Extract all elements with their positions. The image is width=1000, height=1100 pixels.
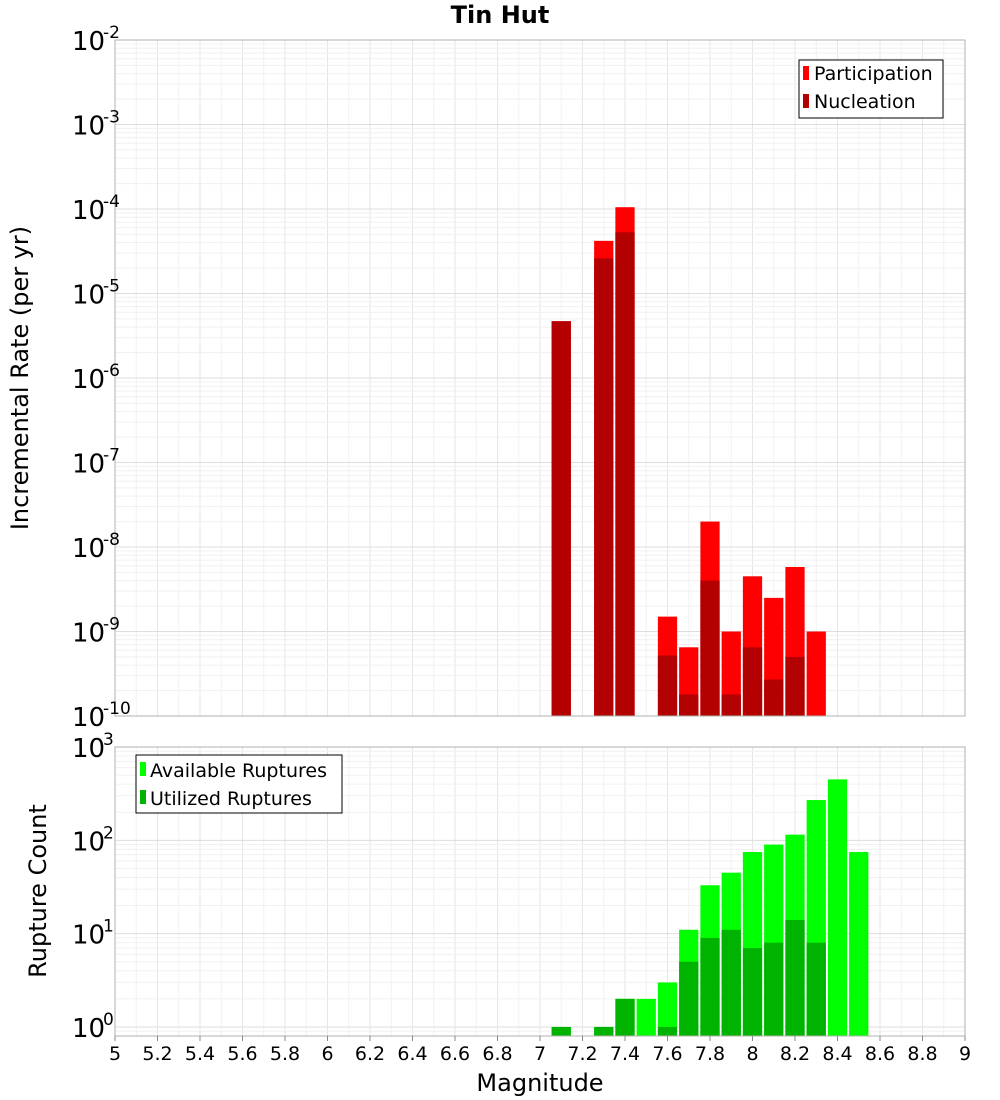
legend-swatch-nucleation — [803, 94, 809, 108]
x-ticks: 5 5.2 5.4 5.6 5.8 6 6.2 6.4 6.6 6.8 7 7.2 7.4 7.6 7.8 8… — [109, 1036, 971, 1065]
top-bar-nucleation — [594, 258, 614, 716]
x-tick-label: 8.8 — [907, 1043, 937, 1065]
bottom-bar-utilized-ruptures — [657, 1026, 678, 1036]
x-tick-label: 5.2 — [142, 1043, 172, 1065]
bottom-bar-available-ruptures — [657, 982, 678, 1036]
legend-swatch-utilized — [140, 790, 146, 804]
top-y-ticks: 10-210-310-410-510-610-710-810-910-10 — [72, 23, 131, 733]
x-tick-label: 7.8 — [695, 1043, 725, 1065]
top-bar-nucleation — [551, 321, 571, 716]
bottom-bar-utilized-ruptures — [679, 961, 699, 1036]
x-tick-label: 7.2 — [567, 1043, 597, 1065]
bottom-bar-utilized-ruptures — [721, 929, 741, 1036]
bottom-legend: Available Ruptures Utilized Ruptures — [135, 754, 343, 814]
x-tick-label: 6.4 — [397, 1043, 427, 1065]
legend-swatch-participation — [803, 66, 809, 80]
bottom-y-tick-exponent: 3 — [103, 730, 114, 750]
bottom-y-tick-label: 10 — [72, 921, 105, 951]
top-bar-nucleation — [657, 655, 678, 716]
bottom-bar-available-ruptures — [636, 998, 656, 1036]
top-panel: 10-210-310-410-510-610-710-810-910-10 In… — [6, 23, 966, 733]
top-bars — [551, 207, 826, 716]
top-y-tick-exponent: -7 — [103, 446, 120, 466]
top-y-tick-exponent: -10 — [103, 699, 131, 719]
top-plot-frame — [114, 39, 966, 717]
top-y-tick-exponent: -8 — [103, 530, 120, 550]
bottom-bars — [551, 779, 869, 1036]
top-y-tick-exponent: -5 — [103, 277, 120, 297]
top-y-tick-exponent: -2 — [103, 23, 120, 43]
x-tick-label: 6 — [321, 1043, 333, 1065]
top-y-tick-label: 10 — [72, 27, 105, 57]
bottom-bar-available-ruptures — [849, 851, 869, 1036]
top-bar-nucleation — [721, 694, 741, 716]
x-tick-label: 8 — [746, 1043, 758, 1065]
top-y-tick-label: 10 — [72, 281, 105, 311]
top-bar-nucleation — [615, 232, 635, 716]
bottom-y-tick-exponent: 2 — [103, 823, 114, 843]
x-tick-label: 5.6 — [227, 1043, 257, 1065]
bottom-bar-utilized-ruptures — [700, 937, 720, 1036]
top-grid — [114, 39, 966, 717]
top-bar-nucleation — [764, 679, 784, 716]
x-tick-label: 7.6 — [652, 1043, 682, 1065]
x-tick-label: 8.4 — [822, 1043, 852, 1065]
bottom-bar-utilized-ruptures — [615, 998, 635, 1036]
x-tick-label: 5.8 — [270, 1043, 300, 1065]
legend-label-available: Available Ruptures — [150, 760, 327, 782]
bottom-y-tick-label: 10 — [72, 827, 105, 857]
top-legend-box — [798, 59, 944, 119]
legend-swatch-available — [140, 762, 146, 776]
x-tick-label: 6.2 — [355, 1043, 385, 1065]
x-tick-label: 5.4 — [185, 1043, 215, 1065]
bottom-y-tick-label: 10 — [72, 734, 105, 764]
top-bar-nucleation — [742, 647, 763, 716]
chart-title: Tin Hut — [451, 1, 550, 29]
top-y-tick-label: 10 — [72, 365, 105, 395]
bottom-bar-utilized-ruptures — [742, 948, 763, 1036]
bottom-y-tick-exponent: 1 — [103, 917, 114, 937]
bottom-bar-utilized-ruptures — [551, 1026, 571, 1036]
bottom-y-tick-exponent: 0 — [103, 1010, 114, 1030]
x-tick-label: 8.2 — [780, 1043, 810, 1065]
top-y-axis-label: Incremental Rate (per yr) — [6, 226, 34, 530]
top-bar-participation — [806, 631, 826, 716]
top-bar-nucleation — [679, 694, 699, 716]
top-y-tick-label: 10 — [72, 703, 105, 733]
legend-label-nucleation: Nucleation — [814, 91, 916, 113]
top-y-tick-exponent: -4 — [103, 192, 120, 212]
bottom-y-tick-label: 10 — [72, 1014, 105, 1044]
top-y-tick-label: 10 — [72, 196, 105, 226]
bottom-bar-utilized-ruptures — [594, 1026, 614, 1036]
legend-label-utilized: Utilized Ruptures — [150, 788, 312, 810]
top-y-tick-label: 10 — [72, 619, 105, 649]
x-tick-label: 6.6 — [440, 1043, 470, 1065]
top-y-tick-label: 10 — [72, 112, 105, 142]
x-tick-label: 6.8 — [482, 1043, 512, 1065]
top-y-tick-label: 10 — [72, 450, 105, 480]
x-tick-label: 7.4 — [610, 1043, 640, 1065]
bottom-legend-box — [135, 754, 343, 814]
bottom-bar-utilized-ruptures — [764, 942, 784, 1036]
x-tick-label: 7 — [534, 1043, 546, 1065]
top-y-tick-exponent: -9 — [103, 615, 120, 635]
top-bar-nucleation — [700, 580, 720, 716]
x-tick-label: 5 — [109, 1043, 121, 1065]
top-y-tick-exponent: -3 — [103, 108, 120, 128]
top-y-tick-label: 10 — [72, 534, 105, 564]
bottom-bar-utilized-ruptures — [785, 920, 805, 1036]
x-tick-label: 9 — [959, 1043, 971, 1065]
bottom-y-axis-label: Rupture Count — [24, 804, 52, 978]
bottom-bar-utilized-ruptures — [806, 942, 826, 1036]
x-tick-label: 8.6 — [865, 1043, 895, 1065]
bottom-bar-available-ruptures — [827, 779, 848, 1036]
x-axis-label: Magnitude — [476, 1069, 603, 1097]
legend-label-participation: Participation — [814, 63, 933, 85]
top-legend: Participation Nucleation — [798, 59, 944, 119]
top-bar-nucleation — [785, 656, 805, 716]
top-y-tick-exponent: -6 — [103, 361, 120, 381]
